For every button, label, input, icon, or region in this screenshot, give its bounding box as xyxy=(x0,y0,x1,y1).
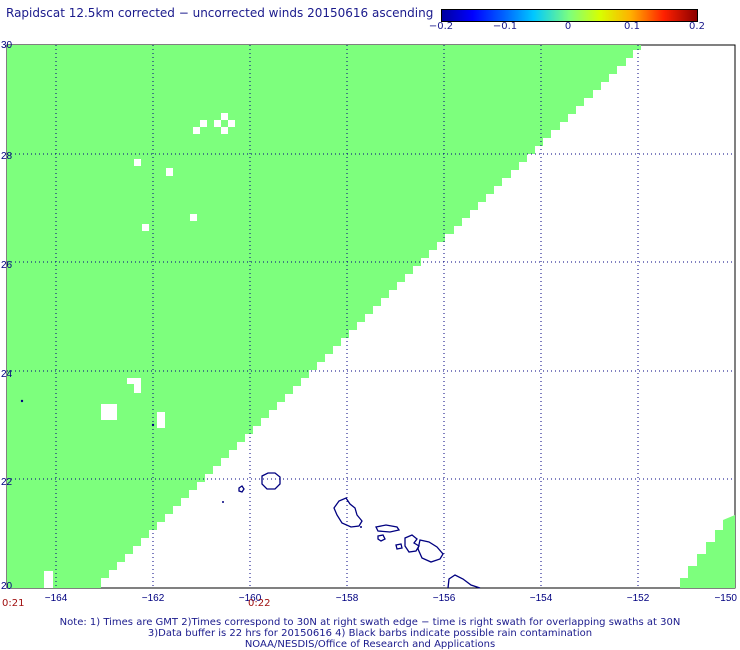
footnote-line: NOAA/NESDIS/Office of Research and Appli… xyxy=(244,639,496,650)
lon-tick-label: −164 xyxy=(45,593,68,604)
colorbar-tick-label: 0 xyxy=(564,21,572,32)
island-hawaii xyxy=(417,539,444,563)
swath-time-label: 0:22 xyxy=(248,598,271,609)
coast-dot xyxy=(360,526,362,528)
lat-tick-label: 26 xyxy=(1,260,13,271)
colorbar-tick-label: 0.1 xyxy=(624,21,640,32)
wind-swath xyxy=(7,45,641,588)
lon-tick-label: −154 xyxy=(530,593,553,604)
lon-tick-label: −152 xyxy=(627,593,650,604)
lon-tick-label: −158 xyxy=(336,593,359,604)
island-lanai xyxy=(377,534,386,542)
gridlines xyxy=(7,45,735,588)
island-hawaii-coast xyxy=(447,574,481,589)
coast-dot xyxy=(222,501,224,503)
lat-tick-label: 30 xyxy=(1,40,13,51)
island-oahu xyxy=(333,497,363,528)
lat-tick-label: 22 xyxy=(1,477,13,488)
lon-tick-label: −162 xyxy=(142,593,165,604)
data-gaps xyxy=(44,113,235,588)
lon-tick-label: −150 xyxy=(714,593,737,604)
lat-tick-label: 24 xyxy=(1,369,13,380)
lat-tick-label: 28 xyxy=(1,151,13,162)
island-kauai xyxy=(261,472,281,490)
colorbar xyxy=(441,9,698,22)
rain-flag xyxy=(20,399,24,403)
colorbar-tick-label: −0.1 xyxy=(492,21,518,32)
footnote-line: 3)Data buffer is 22 hrs for 20150616 4) … xyxy=(147,628,593,639)
wind-swath-corner xyxy=(680,515,735,588)
lat-tick-label: 20 xyxy=(1,581,13,592)
swath-time-label: 0:21 xyxy=(2,598,25,609)
lon-tick-label: −156 xyxy=(433,593,456,604)
lon-tick-label: −160 xyxy=(239,593,262,604)
island-molokai xyxy=(375,524,401,533)
footnote-line: Note: 1) Times are GMT 2)Times correspon… xyxy=(59,617,681,628)
colorbar-tick-label: −0.2 xyxy=(428,21,454,32)
colorbar-tick-label: 0.2 xyxy=(689,21,705,32)
map-title: Rapidscat 12.5km corrected − uncorrected… xyxy=(6,6,434,20)
island-kahoolawe xyxy=(395,543,403,550)
coastline-islands xyxy=(238,472,481,589)
island-niihau xyxy=(238,485,245,493)
